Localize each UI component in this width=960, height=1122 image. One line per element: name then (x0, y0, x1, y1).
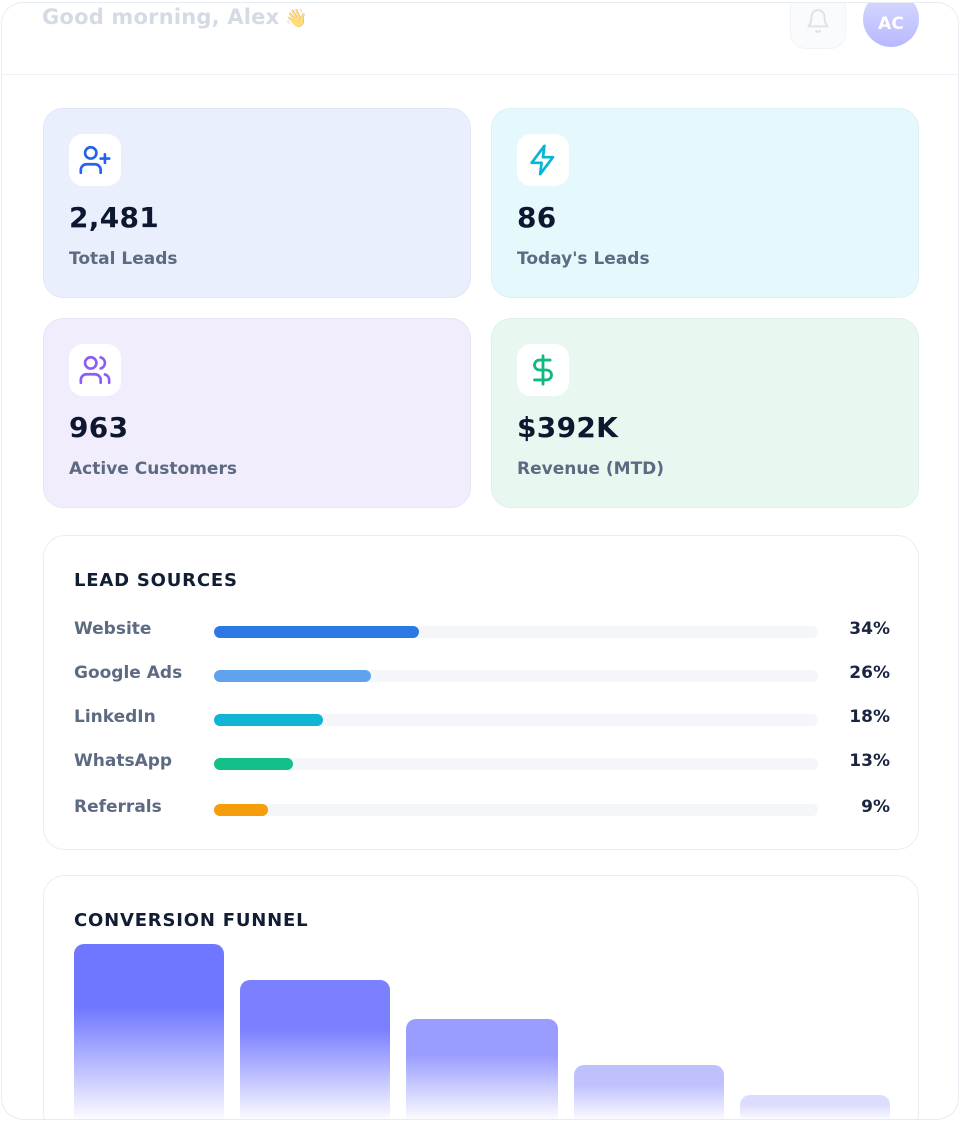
greeting-text: Good morning, Alex 👋 (42, 5, 308, 29)
lead-source-row: Website 34% (74, 619, 890, 643)
lead-source-row: Google Ads 26% (74, 663, 890, 687)
stat-value: $392K (517, 411, 619, 444)
lead-source-name: Google Ads (74, 663, 183, 683)
notifications-button[interactable] (790, 3, 846, 49)
stat-label: Revenue (MTD) (517, 459, 665, 479)
stat-label: Active Customers (69, 459, 237, 479)
lightning-icon (517, 134, 569, 186)
stat-card-total-leads[interactable]: 2,481 Total Leads (43, 108, 471, 298)
lead-source-track (214, 758, 818, 770)
funnel-bar (406, 1019, 558, 1119)
lead-source-row: LinkedIn 18% (74, 707, 890, 731)
lead-source-name: WhatsApp (74, 751, 173, 771)
wave-emoji: 👋 (285, 8, 308, 29)
lead-source-name: LinkedIn (74, 707, 156, 727)
funnel-bar (740, 1095, 890, 1119)
lead-source-percent: 34% (849, 619, 890, 639)
lead-source-bar (214, 670, 372, 682)
users-icon (69, 344, 121, 396)
stat-card-active-customers[interactable]: 963 Active Customers (43, 318, 471, 508)
stat-label: Total Leads (69, 249, 178, 269)
conversion-funnel-panel: CONVERSION FUNNEL (43, 875, 919, 1119)
lead-source-percent: 26% (849, 663, 890, 683)
lead-source-name: Website (74, 619, 152, 639)
stat-value: 86 (517, 201, 557, 234)
greeting-label: Good morning, Alex (42, 5, 280, 29)
lead-source-bar (214, 804, 269, 816)
lead-source-percent: 18% (849, 707, 890, 727)
stat-value: 2,481 (69, 201, 160, 234)
lead-source-row: WhatsApp 13% (74, 751, 890, 775)
dollar-icon (517, 344, 569, 396)
lead-source-track (214, 714, 818, 726)
funnel-bar (574, 1065, 724, 1119)
lead-source-bar (214, 714, 323, 726)
lead-source-percent: 9% (861, 797, 890, 817)
lead-source-name: Referrals (74, 797, 162, 817)
lead-source-track (214, 670, 818, 682)
bell-icon (807, 9, 829, 33)
funnel-bar (74, 944, 224, 1119)
lead-source-bar (214, 626, 420, 638)
stat-card-revenue[interactable]: $392K Revenue (MTD) (491, 318, 919, 508)
lead-source-track (214, 804, 818, 816)
conversion-funnel-title: CONVERSION FUNNEL (74, 910, 309, 931)
avatar[interactable]: AC (863, 3, 919, 47)
stat-label: Today's Leads (517, 249, 650, 269)
lead-sources-title: LEAD SOURCES (74, 570, 238, 591)
funnel-bar (240, 980, 390, 1119)
lead-source-track (214, 626, 818, 638)
lead-source-bar (214, 758, 293, 770)
lead-source-percent: 13% (849, 751, 890, 771)
top-header: Good morning, Alex 👋 AC (2, 3, 958, 75)
stat-value: 963 (69, 411, 129, 444)
user-plus-icon (69, 134, 121, 186)
stat-card-todays-leads[interactable]: 86 Today's Leads (491, 108, 919, 298)
lead-source-row: Referrals 9% (74, 797, 890, 821)
lead-sources-panel: LEAD SOURCES Website 34% Google Ads 26% … (43, 535, 919, 850)
